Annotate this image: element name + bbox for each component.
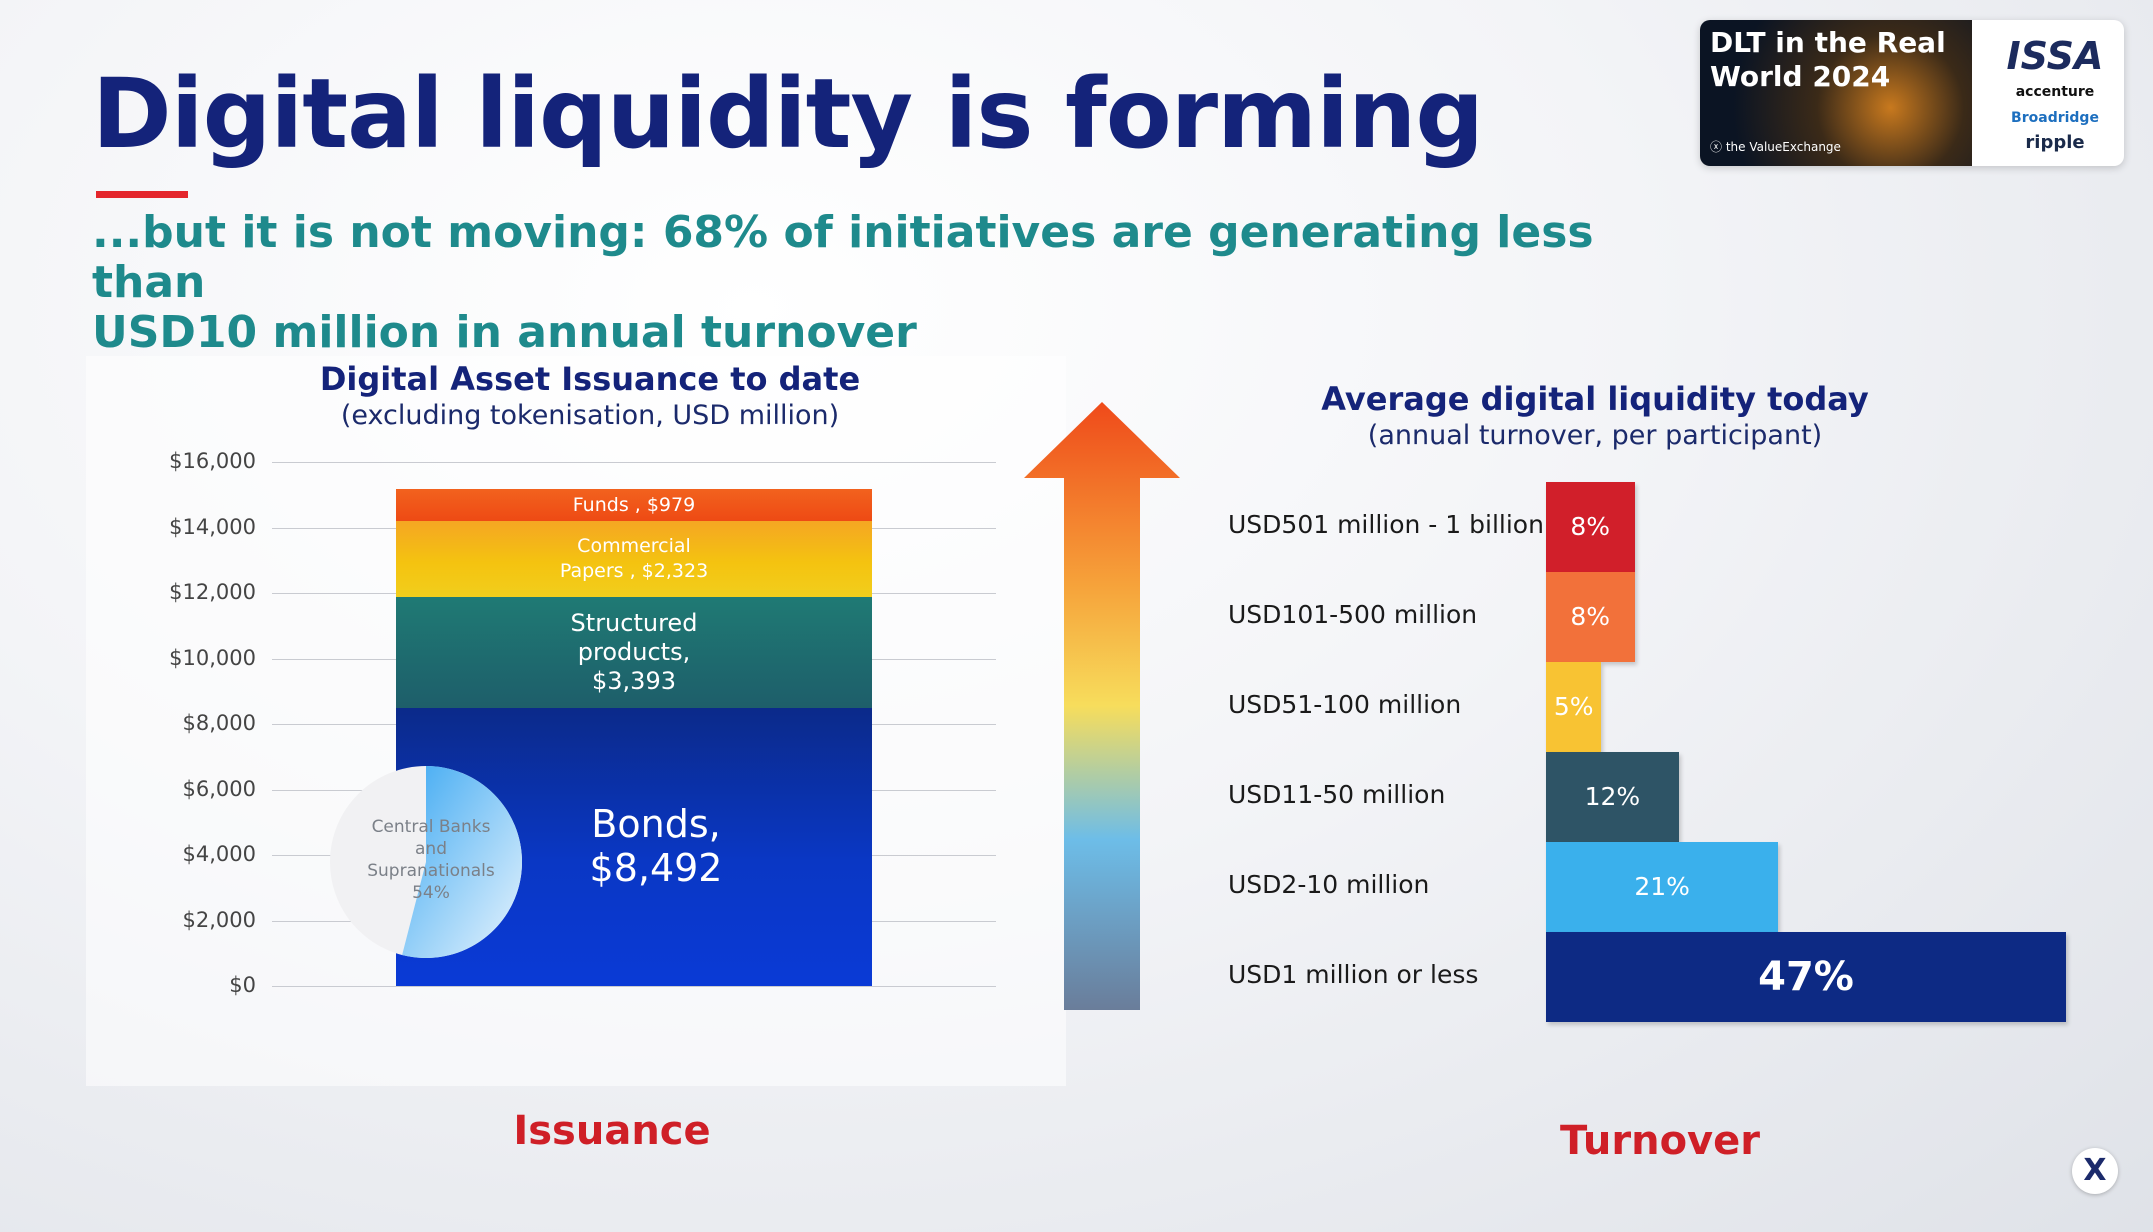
structured-products-label-line-2: products,	[577, 637, 691, 666]
event-badge: DLT in the Real World 2024 ⓧ the ValueEx…	[1700, 20, 2124, 166]
title-accent-rule	[96, 191, 188, 198]
turnover-bar	[1546, 482, 1635, 572]
y-tick-label: $4,000	[182, 842, 256, 866]
pie-slice-central-banks	[402, 766, 522, 958]
gridline	[272, 462, 996, 463]
turnover-bar	[1546, 932, 2066, 1022]
structured-products-label-line-1: Structured	[570, 608, 698, 637]
central-banks-inset-pie	[330, 766, 522, 958]
badge-title-line-1: DLT in the Real	[1710, 26, 1946, 59]
subtitle-line-1: ...but it is not moving: 68% of initiati…	[92, 207, 1594, 308]
subtitle-line-2: USD10 million in annual turnover	[92, 307, 917, 358]
turnover-category-label: USD2-10 million	[1228, 870, 1430, 899]
bonds-label-line-2: $8,492	[589, 846, 723, 890]
turnover-chart-title: Average digital liquidity today	[1321, 380, 1869, 418]
commercial-papers-label-line-2: Papers , $2,323	[559, 559, 709, 582]
y-tick-label: $0	[229, 973, 256, 997]
bonds-label: Bonds, $8,492	[556, 802, 756, 890]
y-tick-label: $8,000	[182, 711, 256, 735]
turnover-bar	[1546, 842, 1779, 932]
broadridge-logo: Broadridge	[2011, 110, 2099, 126]
bar-segment-structured-products	[396, 596, 872, 708]
commercial-papers-label: Commercial Papers , $2,323	[396, 534, 872, 584]
turnover-category-label: USD501 million - 1 billion	[1228, 510, 1544, 539]
y-tick-label: $12,000	[169, 580, 256, 604]
pie-label: Central Banks and Supranationals 54%	[340, 816, 522, 904]
pie-label-line-3: Supranationals	[367, 861, 495, 881]
turnover-chart-subtitle: (annual turnover, per participant)	[1367, 420, 1823, 451]
badge-network-image	[1700, 20, 1972, 166]
structured-products-label-line-3: $3,393	[592, 666, 676, 695]
turnover-bar	[1546, 572, 1635, 662]
issa-logo: ISSA	[2006, 34, 2104, 78]
accenture-logo: accenture	[2015, 84, 2095, 100]
y-tick-label: $6,000	[182, 776, 256, 801]
ripple-logo: ripple	[2025, 132, 2085, 153]
turnover-category-label: USD1 million or less	[1228, 960, 1479, 989]
turnover-value-label: 21%	[1634, 872, 1690, 901]
y-tick-label: $16,000	[169, 449, 256, 473]
bonds-label-line-1: Bonds,	[591, 802, 721, 846]
turnover-value-label: 8%	[1570, 602, 1611, 631]
badge-source: ⓧ the ValueExchange	[1710, 140, 1841, 154]
issuance-chart-subtitle: (excluding tokenisation, USD million)	[340, 400, 840, 431]
pie-label-line-4: 54%	[412, 883, 450, 903]
bar-segment-funds	[396, 488, 872, 521]
funds-label: Funds , $979	[572, 493, 696, 516]
badge-title: DLT in the Real World 2024	[1710, 26, 1970, 94]
turnover-category-label: USD51-100 million	[1228, 690, 1462, 719]
structured-products-label: Structured products, $3,393	[396, 609, 872, 696]
valueexchange-x-icon: X	[2072, 1148, 2118, 1194]
turnover-category-label: USD11-50 million	[1228, 780, 1446, 809]
turnover-value-label: 47%	[1758, 954, 1854, 1000]
pie-label-line-1: Central Banks	[371, 817, 491, 837]
badge-source-text: the ValueExchange	[1725, 140, 1841, 154]
commercial-papers-label-line-1: Commercial	[577, 534, 691, 557]
slide-title: Digital liquidity is forming	[92, 58, 1484, 170]
turnover-value-label: 8%	[1570, 512, 1611, 541]
turnover-value-label: 12%	[1584, 782, 1641, 811]
pie-label-line-2: and	[415, 839, 447, 859]
gridline	[272, 986, 996, 987]
issuance-chart-title: Digital Asset Issuance to date	[319, 360, 861, 398]
turnover-bar	[1546, 662, 1602, 752]
turnover-bar	[1546, 752, 1679, 842]
scale-arrow	[1024, 402, 1180, 1010]
slide-subtitle: ...but it is not moving: 68% of initiati…	[92, 208, 1692, 358]
y-tick-label: $14,000	[169, 514, 256, 539]
turnover-category-label: USD101-500 million	[1228, 600, 1478, 629]
badge-title-line-2: World 2024	[1710, 60, 1891, 93]
bar-segment-commercial-papers	[396, 520, 872, 597]
issuance-footer-label: Issuance	[513, 1108, 711, 1154]
turnover-value-label: 5%	[1553, 692, 1594, 721]
y-tick-label: $2,000	[182, 907, 256, 932]
y-tick-label: $10,000	[169, 645, 256, 670]
turnover-footer-label: Turnover	[1560, 1118, 1760, 1164]
